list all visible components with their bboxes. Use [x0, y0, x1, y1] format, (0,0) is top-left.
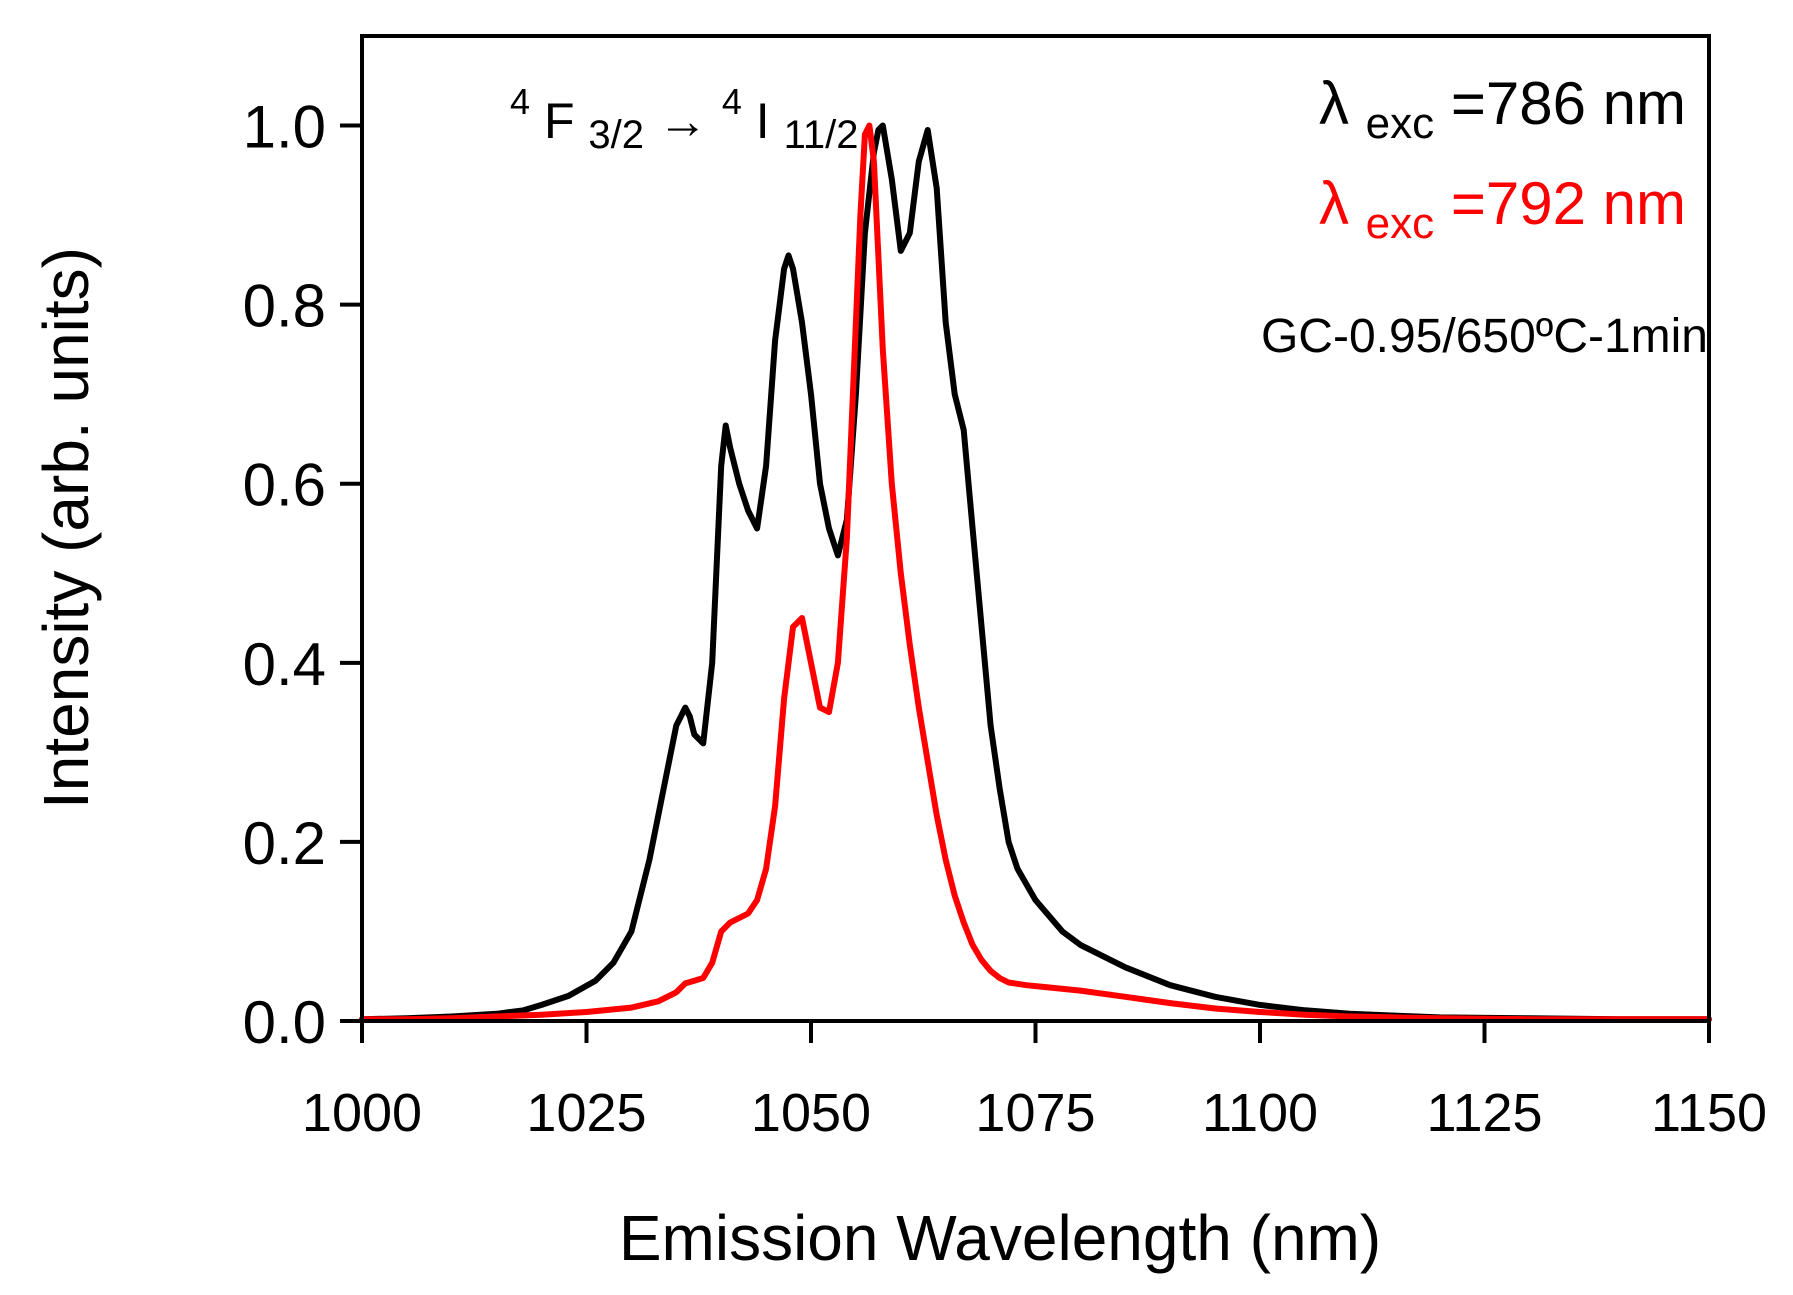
transition-arrow: →	[658, 93, 708, 149]
legend-792-lambda: λ	[1319, 170, 1349, 237]
x-tick-label: 1150	[1651, 1083, 1767, 1143]
transition-sup-1: 4	[510, 81, 530, 122]
x-tick-label: 1050	[751, 1083, 871, 1143]
y-tick-label: 1.0	[243, 94, 326, 161]
transition-sub-2: 11/2	[784, 113, 859, 157]
x-tick-label: 1025	[526, 1083, 646, 1143]
sample-label: GC-0.95/650ºC-1min	[1261, 310, 1708, 363]
y-tick-label: 0.4	[243, 631, 326, 698]
legend-786-value: =786 nm	[1451, 70, 1686, 137]
y-tick-labels: 0.0 0.2 0.4 0.6 0.8 1.0	[243, 94, 326, 1056]
x-tick-label: 1125	[1426, 1083, 1542, 1143]
legend-entry-786nm: λ exc =786 nm	[1319, 70, 1686, 151]
legend-entry-792nm: λ exc =792 nm	[1319, 170, 1686, 251]
transition-level-1: F	[544, 93, 575, 149]
legend-786-lambda: λ	[1319, 70, 1349, 137]
series-line-792nm	[359, 122, 1712, 1023]
legend-792-sub: exc	[1366, 199, 1434, 248]
y-tick-label: 0.8	[243, 273, 326, 340]
x-tick-label: 1100	[1202, 1083, 1318, 1143]
y-tick-label: 0.6	[243, 452, 326, 519]
x-tick-label: 1000	[302, 1083, 422, 1143]
transition-level-2: I	[756, 93, 770, 149]
legend-792-value: =792 nm	[1451, 170, 1686, 237]
series-layer	[359, 122, 1712, 1023]
transition-sup-2: 4	[722, 81, 742, 122]
legend-786-sub: exc	[1366, 99, 1434, 148]
x-tick-label: 1075	[975, 1083, 1095, 1143]
y-tick-label: 0.0	[243, 989, 326, 1056]
transition-annotation: 4 F 3/2 → 4 I 11/2	[510, 69, 858, 159]
y-axis-title: Intensity (arb. units)	[30, 247, 102, 809]
ticks-layer	[340, 123, 1711, 1043]
y-tick-label: 0.2	[243, 810, 326, 877]
x-tick-labels: 1000 1025 1050 1075 1100 1125 1150	[302, 1083, 1767, 1143]
transition-sub-1: 3/2	[588, 113, 644, 157]
x-axis-title: Emission Wavelength (nm)	[619, 1202, 1381, 1274]
